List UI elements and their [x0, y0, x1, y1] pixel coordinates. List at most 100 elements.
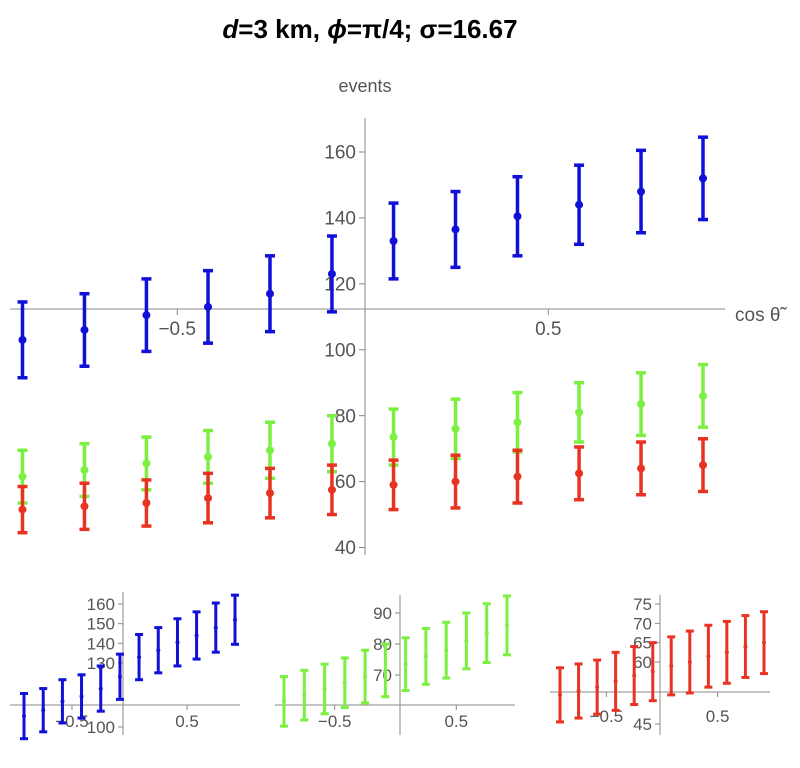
main-y-tick-label: 60	[335, 472, 356, 493]
main-series-2-point	[637, 464, 646, 473]
inset-green-series-0-point	[403, 662, 408, 667]
inset-green-series-0-point	[505, 623, 509, 628]
main-y-tick-label: 40	[335, 538, 356, 559]
main-series-1-point	[204, 452, 213, 461]
inset-red-series-0-point	[687, 660, 692, 664]
inset-blue-series-0-point	[22, 714, 26, 719]
main-series-0-point	[637, 187, 646, 196]
inset-green-y-tick-label: 90	[373, 604, 392, 623]
main-series-0-point	[389, 236, 398, 245]
main-x-axis-label: cos θ̃	[735, 305, 787, 326]
inset-blue-y-tick-label: 140	[87, 634, 115, 653]
inset-green-series-0-point	[423, 654, 428, 659]
inset-red-x-tick-label: 0.5	[706, 707, 730, 726]
inset-blue-series-0-point	[156, 648, 161, 653]
inset-blue-series-0-point	[98, 686, 103, 691]
inset-blue-x-tick-label: 0.5	[175, 712, 199, 731]
inset-red-series-0-point	[576, 689, 581, 693]
main-series-0-point	[575, 200, 584, 209]
inset-blue-y-tick-label: 150	[87, 615, 115, 634]
main-series-0-point	[204, 302, 213, 311]
main-series-2-point	[265, 489, 274, 498]
inset-green-x-tick-label: 0.5	[444, 712, 468, 731]
inset-green-series-0-point	[363, 674, 368, 679]
inset-red-series-0-point	[650, 669, 655, 674]
main-series-1-point	[389, 433, 398, 442]
inset-blue-series-0-point	[213, 625, 218, 630]
inset-green-series-0-point	[322, 686, 327, 691]
main-series-1-point	[265, 446, 274, 455]
inset-red-series-0-point	[558, 692, 562, 697]
main-series-1-point	[575, 408, 584, 417]
main-series-1-point	[327, 439, 336, 448]
main-series-2-point	[18, 505, 27, 514]
main-series-2-point	[513, 472, 522, 481]
main-series-2-point	[699, 461, 707, 470]
main-series-1-point	[699, 391, 707, 400]
main-series-0-point	[142, 311, 151, 320]
main-y-tick-label: 80	[335, 406, 356, 427]
inset-blue-series-0-point	[79, 694, 84, 699]
inset-blue-series-0-point	[60, 699, 65, 704]
inset-green-series-0-point	[383, 668, 388, 673]
inset-green-series-0-point	[342, 680, 347, 685]
inset-blue-y-tick-label: 130	[87, 654, 115, 673]
inset-blue-series-0-point	[233, 617, 237, 622]
title-phi-text: =π/4; σ=16.67	[346, 14, 518, 44]
inset-red-series-0-point	[762, 640, 766, 645]
main-series-2-point	[575, 469, 584, 478]
main-series-2-point	[204, 494, 213, 503]
inset-blue-series-0-point	[194, 633, 199, 638]
main-y-axis-label: events	[338, 76, 391, 96]
title-phi-symbol: ϕ	[327, 14, 347, 44]
inset-red-series-0-point	[743, 644, 748, 649]
inset-green-x-tick-label: −0.5	[318, 712, 352, 731]
main-series-2-point	[80, 502, 89, 511]
main-series-0-point	[451, 225, 460, 234]
inset-blue-y-tick-label: 100	[87, 718, 115, 737]
inset-red-series-0-point	[706, 654, 711, 659]
main-x-tick-label: 0.5	[535, 319, 561, 340]
main-series-0-point	[513, 212, 522, 221]
main-series-0-point	[80, 325, 89, 334]
main-y-tick-label: 140	[324, 209, 356, 230]
main-series-1-point	[451, 424, 460, 433]
inset-blue-series-0-point	[175, 640, 180, 645]
inset-red-series-0-point	[669, 663, 674, 668]
main-series-0-point	[18, 335, 27, 344]
main-series-1-point	[18, 472, 27, 481]
main-x-tick-label: −0.5	[158, 319, 196, 340]
inset-red-series-0-point	[595, 685, 600, 690]
inset-red-series-0-point	[724, 650, 729, 655]
inset-red-y-tick-label: 75	[633, 595, 652, 614]
main-y-tick-label: 120	[324, 274, 356, 295]
chart-title: d=3 km, ϕ=π/4; σ=16.67	[0, 14, 740, 45]
main-series-0-point	[265, 289, 274, 298]
main-series-2-point	[389, 480, 398, 489]
inset-red-series-0-point	[632, 673, 637, 678]
main-series-2-point	[327, 485, 336, 494]
inset-green-series-0-point	[464, 638, 469, 643]
title-d-symbol: d	[222, 14, 239, 44]
inset-green-y-tick-label: 70	[373, 666, 392, 685]
inset-blue-series-0-point	[117, 674, 122, 679]
title-d-text: =3 km,	[238, 14, 328, 44]
main-series-0-point	[699, 174, 707, 183]
main-series-0-point	[327, 269, 336, 278]
inset-green-series-0-point	[282, 699, 286, 704]
inset-red-series-0-point	[613, 679, 618, 684]
main-series-2-point	[142, 499, 151, 508]
inset-blue-series-0-point	[41, 708, 46, 713]
main-y-tick-label: 100	[324, 340, 356, 361]
inset-blue-series-0-point	[137, 655, 142, 660]
inset-green-series-0-point	[444, 648, 449, 653]
inset-blue-y-tick-label: 160	[87, 595, 115, 614]
main-series-1-point	[142, 459, 151, 468]
inset-red-y-tick-label: 45	[633, 715, 652, 734]
main-y-tick-label: 160	[324, 143, 356, 164]
main-series-1-point	[513, 418, 522, 427]
main-series-1-point	[637, 400, 646, 409]
main-series-2-point	[451, 477, 460, 486]
inset-red-y-tick-label: 70	[633, 614, 652, 633]
